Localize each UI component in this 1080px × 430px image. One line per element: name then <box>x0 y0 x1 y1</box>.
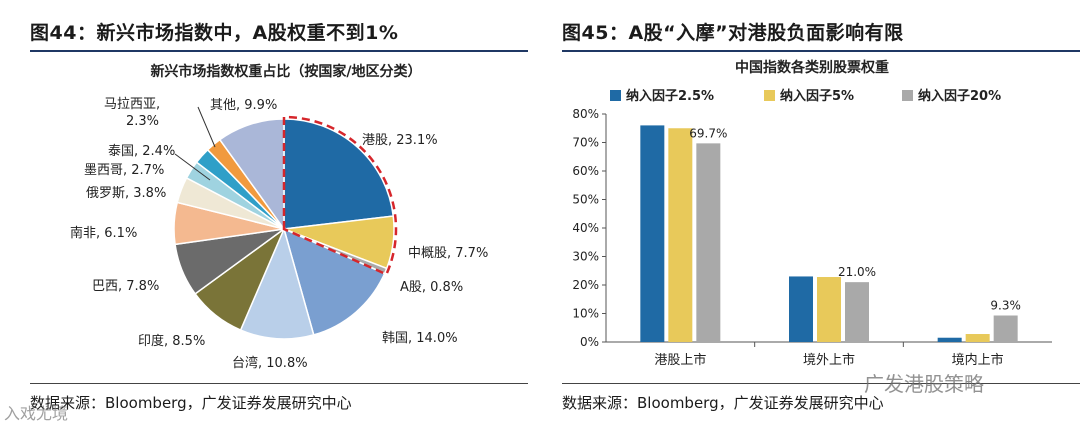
pie-chart-title: 新兴市场指数权重占比（按国家/地区分类） <box>150 63 421 80</box>
pie-label-12: 马拉西亚, 2.3% <box>104 97 160 129</box>
x-tick-label-1: 港股上市 <box>654 352 706 368</box>
y-tick-label-6: 60% <box>572 164 599 178</box>
left-source-rule <box>30 383 528 384</box>
right-source-rule <box>562 383 1080 384</box>
legend-swatch-1 <box>610 90 621 101</box>
left-figure-title: 图44：新兴市场指数中，A股权重不到1% <box>30 22 399 44</box>
bar-1-3 <box>696 143 721 342</box>
left-source-note: 数据来源：Bloomberg，广发证券发展研究中心 <box>30 394 352 412</box>
right-title-rule <box>562 50 1080 52</box>
pie-label-13: 其他, 9.9% <box>210 98 277 113</box>
pie-label-8: 南非, 6.1% <box>70 225 137 241</box>
bar-bars-group <box>640 125 1018 343</box>
bar-2-2 <box>817 277 841 342</box>
bar-1-2 <box>668 128 693 342</box>
y-tick-label-7: 70% <box>572 136 599 150</box>
left-watermark: 入戏尤境 <box>4 404 69 423</box>
y-tick-label-5: 50% <box>572 193 599 207</box>
y-tick-label-3: 30% <box>572 250 599 264</box>
pie-slice-4 <box>282 227 386 336</box>
pie-leader-line-2 <box>197 106 216 148</box>
legend-label-1: 纳入因子2.5% <box>626 88 714 104</box>
pie-slices-group <box>173 115 398 340</box>
right-figure-title: 图45：A股“入摩”对港股负面影响有限 <box>562 22 904 44</box>
x-tick-label-3: 境内上市 <box>952 352 1004 368</box>
pie-chart: 新兴市场指数权重占比（按国家/地区分类） 港股, 23.1% 中概股, 7.7% A… <box>70 63 488 371</box>
data-label-1: 69.7% <box>689 126 727 140</box>
right-source-note: 数据来源：Bloomberg，广发证券发展研究中心 <box>562 394 884 412</box>
y-tick-label-0: 0% <box>580 335 599 349</box>
pie-leaders-group <box>174 106 216 181</box>
bar-labels-group: 69.7% 港股上市 21.0% 境外上市 9.3% 境内上市 <box>654 126 1021 368</box>
pie-label-11: 泰国, 2.4% <box>108 144 175 159</box>
legend-swatch-2 <box>764 90 775 101</box>
legend-label-2: 纳入因子5% <box>780 88 854 104</box>
x-tick-label-2: 境外上市 <box>803 352 855 368</box>
pie-label-3: A股, 0.8% <box>400 280 463 295</box>
pie-label-5: 台湾, 10.8% <box>232 355 308 371</box>
bar-chart: 中国指数各类别股票权重 纳入因子2.5% 纳入因子5% 纳入因子20% 0% 10% 2… <box>572 59 1052 368</box>
bar-2-3 <box>845 282 869 342</box>
pie-label-9: 俄罗斯, 3.8% <box>86 186 166 201</box>
pie-label-6: 印度, 8.5% <box>138 333 205 349</box>
pie-label-1: 港股, 23.1% <box>362 133 438 148</box>
pie-slice-1 <box>283 118 395 230</box>
data-label-3: 9.3% <box>990 298 1021 312</box>
bar-legend: 纳入因子2.5% 纳入因子5% 纳入因子20% <box>610 88 1001 104</box>
right-watermark: 广发港股策略 <box>864 372 984 396</box>
pie-slice-5 <box>239 226 315 340</box>
left-title-rule <box>30 50 528 52</box>
pie-leader-line-1 <box>174 153 211 181</box>
left-figure-panel: 图44：新兴市场指数中，A股权重不到1% 新兴市场指数权重占比（按国家/地区分类… <box>0 0 528 430</box>
bar-1-1 <box>640 125 665 343</box>
bar-3-3 <box>993 315 1018 342</box>
bar-3-1 <box>937 337 962 342</box>
data-label-2: 21.0% <box>838 265 876 279</box>
pie-label-10: 墨西哥, 2.7% <box>84 163 164 178</box>
y-tick-label-2: 20% <box>572 278 599 292</box>
y-tick-label-8: 80% <box>572 107 599 121</box>
bar-3-2 <box>965 334 990 342</box>
legend-label-3: 纳入因子20% <box>918 88 1001 104</box>
pie-label-4: 韩国, 14.0% <box>382 331 458 346</box>
y-tick-label-1: 10% <box>572 307 599 321</box>
pie-label-2: 中概股, 7.7% <box>408 246 488 261</box>
y-tick-label-4: 40% <box>572 221 599 235</box>
pie-labels-group: 港股, 23.1% 中概股, 7.7% A股, 0.8% 韩国, 14.0% 台湾, 1… <box>70 97 488 371</box>
bar-chart-title: 中国指数各类别股票权重 <box>735 59 889 76</box>
legend-swatch-3 <box>902 90 913 101</box>
right-figure-panel: 图45：A股“入摩”对港股负面影响有限 中国指数各类别股票权重 纳入因子2.5%… <box>552 0 1080 430</box>
pie-highlight-outline <box>282 115 398 276</box>
pie-label-7: 巴西, 7.8% <box>92 279 159 294</box>
bar-2-1 <box>789 276 813 342</box>
